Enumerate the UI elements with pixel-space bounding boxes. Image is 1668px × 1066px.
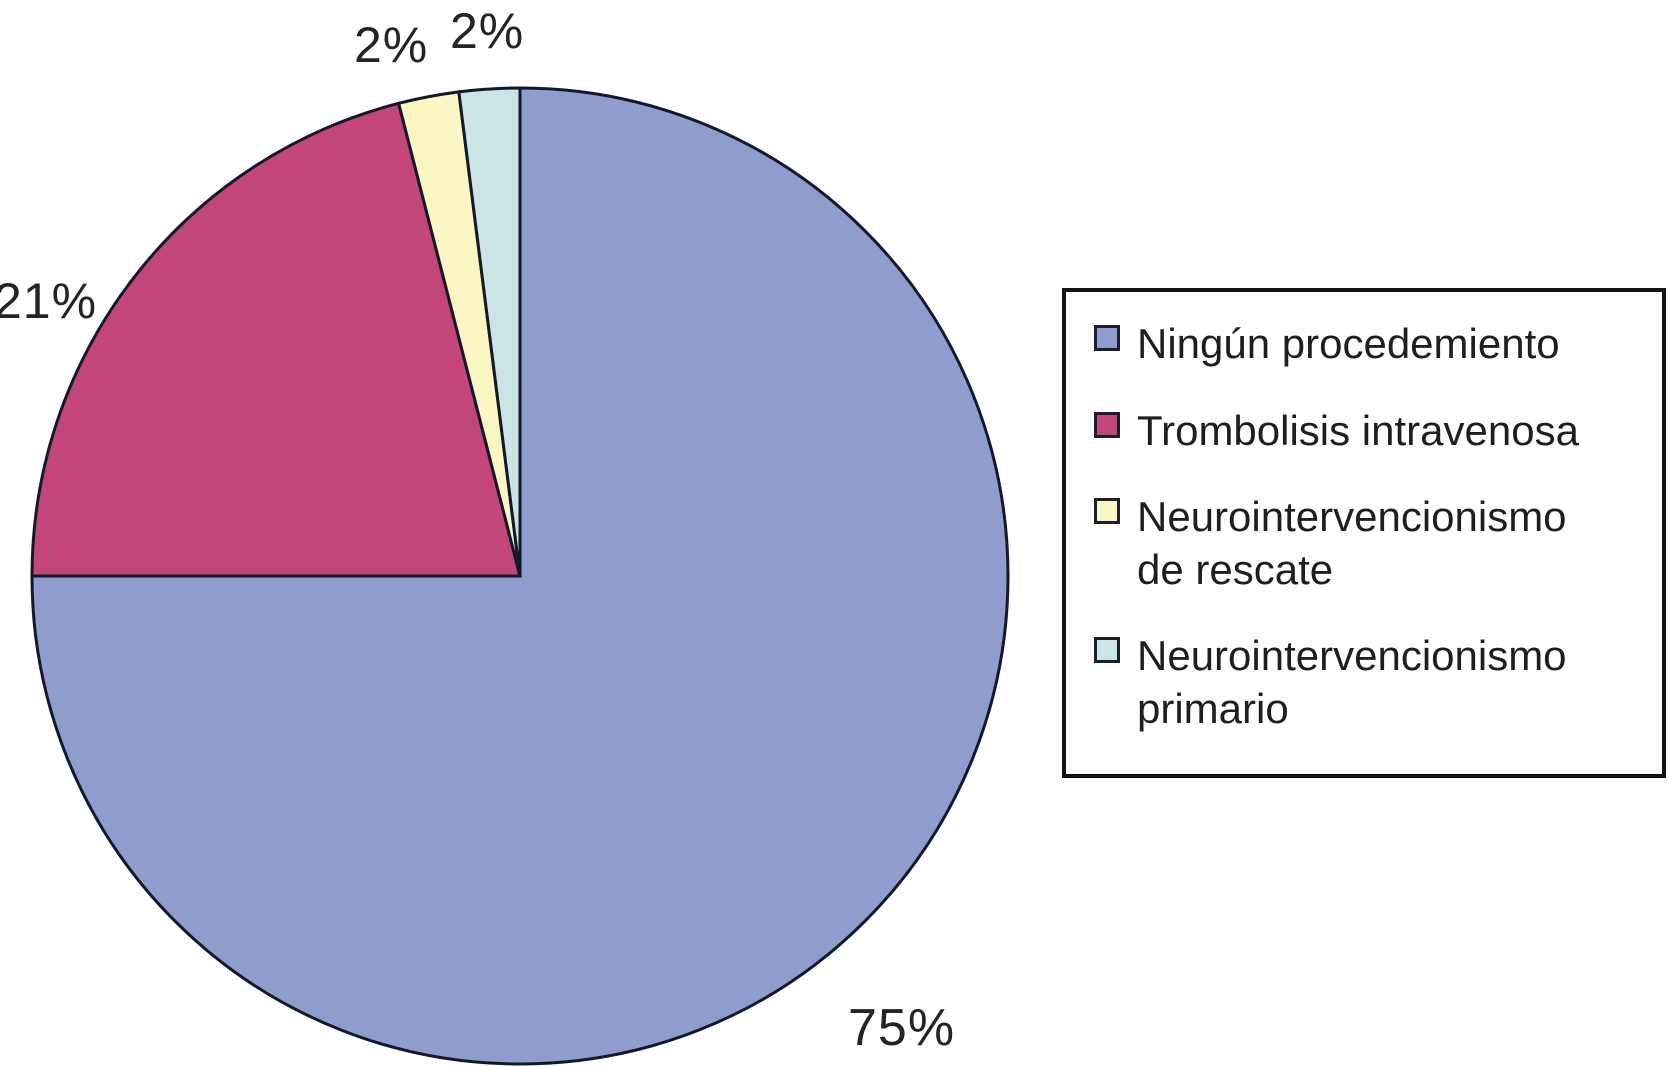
legend-swatch-icon bbox=[1094, 411, 1120, 438]
legend-item-label: Neurointervencionismo de rescate bbox=[1137, 493, 1567, 593]
legend-item-label: Trombolisis intravenosa bbox=[1137, 406, 1579, 454]
pie-svg bbox=[30, 86, 1010, 1066]
legend-swatch-icon bbox=[1094, 637, 1120, 663]
chart-legend: Ningún procedemiento Trombolisis intrave… bbox=[1062, 288, 1666, 778]
legend-swatch-icon bbox=[1094, 498, 1120, 524]
legend-swatch-icon bbox=[1094, 325, 1120, 351]
legend-item-trombolisis-intravenosa: Trombolisis intravenosa bbox=[1094, 405, 1644, 458]
pie-slice-3 bbox=[457, 86, 522, 577]
legend-item-ningun-procedemiento: Ningún procedemiento bbox=[1094, 318, 1644, 371]
pie-slice-0 bbox=[30, 86, 1010, 1066]
slice-label-neurointervencionismo-primario: 2% bbox=[450, 3, 525, 59]
legend-item-label: Neurointervencionismo primario bbox=[1137, 632, 1567, 732]
pie-slice-1 bbox=[30, 101, 522, 578]
slice-label-trombolisis-intravenosa: 21% bbox=[0, 273, 98, 329]
legend-item-label: Ningún procedemiento bbox=[1137, 320, 1560, 367]
slice-label-neurointervencionismo-rescate: 2% bbox=[354, 17, 429, 73]
slice-label-ningun-procedemiento: 75% bbox=[848, 999, 956, 1057]
legend-item-neurointervencionismo-primario: Neurointervencionismo primario bbox=[1094, 630, 1644, 735]
legend-item-neurointervencionismo-rescate: Neurointervencionismo de rescate bbox=[1094, 491, 1644, 596]
